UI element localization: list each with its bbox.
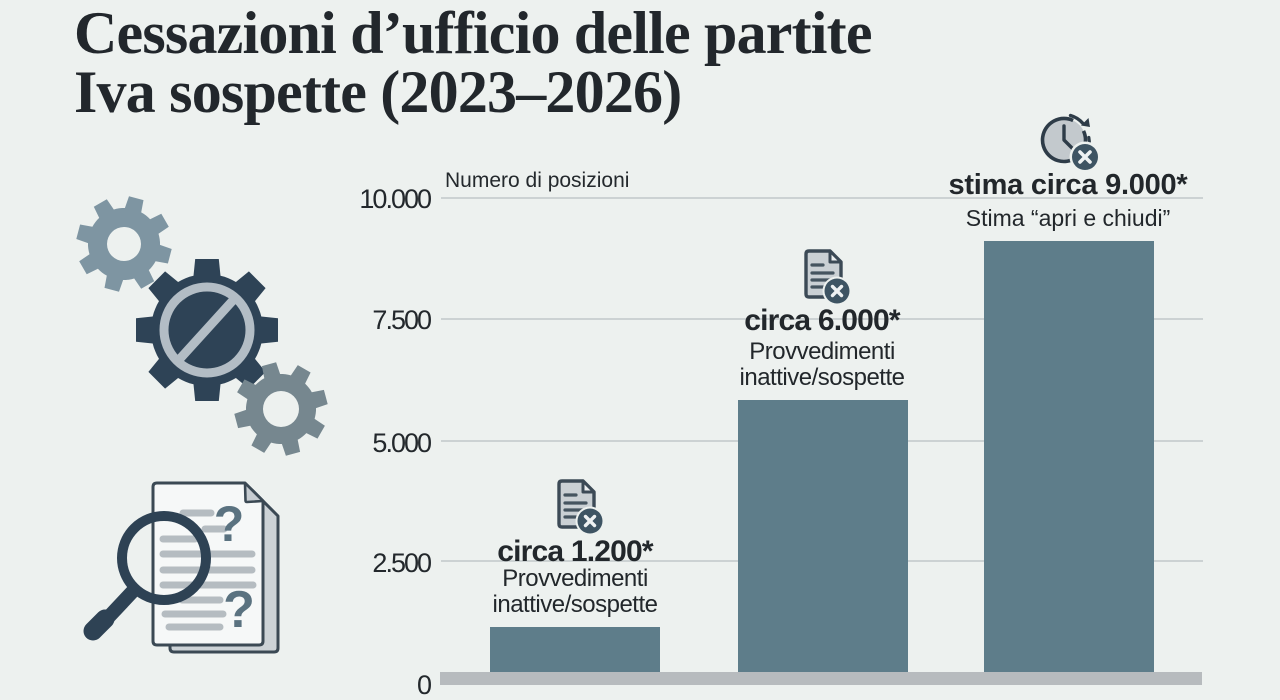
svg-text:?: ? bbox=[223, 581, 255, 639]
svg-text:?: ? bbox=[214, 496, 245, 552]
